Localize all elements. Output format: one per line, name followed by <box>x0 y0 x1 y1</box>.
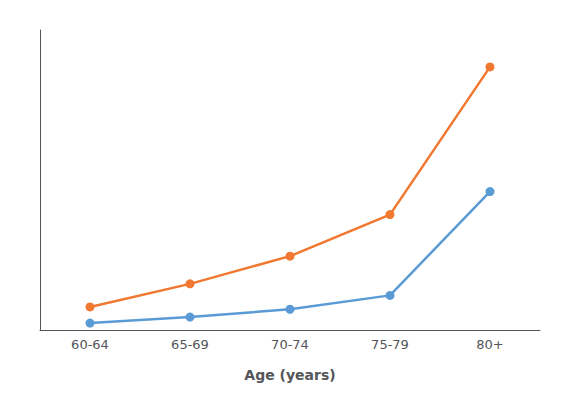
svg-text:65-69: 65-69 <box>171 337 209 352</box>
svg-text:70-74: 70-74 <box>271 337 309 352</box>
svg-text:60-64: 60-64 <box>71 337 109 352</box>
svg-text:75-79: 75-79 <box>371 337 409 352</box>
svg-text:80+: 80+ <box>476 337 503 352</box>
svg-text:Age (years): Age (years) <box>244 367 335 383</box>
